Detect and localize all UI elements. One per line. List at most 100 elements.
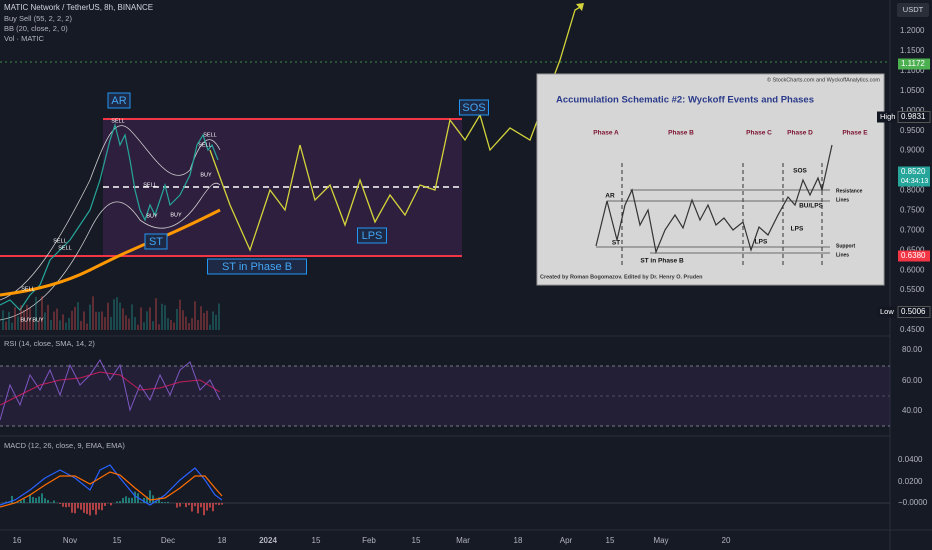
histogram-bar	[95, 503, 97, 515]
price-label: 0.6500	[900, 245, 925, 254]
volume-bar	[125, 315, 127, 330]
volume-bar	[23, 310, 25, 330]
volume-bar	[149, 307, 151, 330]
volume-bar	[182, 310, 184, 330]
rsi-axis-label: 80.00	[902, 345, 923, 354]
time-label: 18	[514, 536, 523, 545]
volume-bar	[164, 305, 166, 330]
signal-label: SELL	[143, 182, 156, 188]
volume-bar	[110, 316, 112, 330]
annotation: SOS	[462, 102, 485, 114]
price-label: 0.7500	[900, 205, 925, 214]
annotation: LPS	[362, 230, 383, 242]
rsi-line	[0, 359, 221, 421]
rsi-sma	[0, 371, 221, 406]
annotation: ST	[149, 236, 163, 248]
histogram-bar	[74, 503, 76, 514]
histogram-bar	[149, 490, 151, 503]
volume-bar	[17, 316, 19, 330]
volume-bar	[140, 307, 142, 330]
signal-label: SELL	[198, 142, 211, 148]
phase-label: Phase D	[787, 130, 813, 137]
volume-bar	[143, 322, 145, 330]
inset-copyright: © StockCharts.com and WyckoffAnalytics.c…	[767, 76, 880, 83]
histogram-bar	[128, 497, 130, 503]
histogram-bar	[80, 503, 82, 510]
histogram-bar	[17, 502, 19, 503]
price-label: 1.0500	[900, 86, 925, 95]
volume-bar	[122, 308, 124, 330]
volume-bar	[176, 308, 178, 330]
volume-bar	[185, 316, 187, 330]
indicator-label: Vol · MATIC	[4, 34, 44, 43]
volume-bar	[53, 311, 55, 330]
volume-bar	[218, 303, 220, 330]
volume-bar	[167, 318, 169, 330]
annotation-box	[144, 233, 168, 250]
arrow-head	[576, 3, 584, 11]
signal-label: BUY	[200, 172, 212, 178]
volume-bar	[113, 299, 115, 330]
moving-average	[0, 208, 221, 297]
price-badge-text: 0.9831	[901, 112, 926, 121]
price-badge-text: 0.8520	[901, 167, 926, 176]
histogram-bar	[161, 501, 163, 503]
price-label: 1.1500	[900, 46, 925, 55]
indicator-label: BB (20, close, 2, 0)	[4, 24, 68, 33]
histogram-bar	[71, 503, 73, 513]
histogram-bar	[47, 500, 49, 503]
volume	[2, 296, 220, 330]
volume-bar	[41, 296, 43, 330]
volume-bar	[215, 314, 217, 330]
histogram-bar	[68, 503, 70, 507]
price-label: 0.4500	[900, 325, 925, 334]
signal-line	[0, 471, 223, 508]
volume-bar	[131, 304, 133, 330]
time-label: 15	[113, 536, 122, 545]
schematic-label: LPS	[755, 239, 768, 246]
annotation-box	[107, 92, 131, 109]
volume-bar	[74, 306, 76, 330]
histogram-bar	[140, 502, 142, 503]
badge-tag	[877, 111, 897, 123]
time-label: May	[653, 536, 668, 545]
volume-bar	[101, 311, 103, 330]
histogram-bar	[44, 498, 46, 503]
bb-upper	[0, 125, 221, 301]
annotation-box	[357, 227, 387, 244]
histogram-bar	[146, 496, 148, 503]
histogram-bar	[53, 500, 55, 503]
price-badge	[898, 58, 930, 70]
phase-label: Phase E	[842, 130, 868, 137]
volume-bar	[89, 304, 91, 330]
volume-bar	[2, 310, 4, 330]
histogram-bar	[125, 496, 127, 503]
annotation: AR	[111, 95, 126, 107]
time-label: 15	[312, 536, 321, 545]
histogram-bar	[59, 503, 61, 504]
volume-bar	[116, 297, 118, 330]
rsi-axis-label: 60.00	[902, 376, 923, 385]
price-label: 1.0000	[900, 106, 925, 115]
volume-bar	[50, 319, 52, 330]
volume-bar	[38, 321, 40, 330]
histogram-bar	[41, 493, 43, 503]
volume-bar	[212, 311, 214, 330]
volume-bar	[173, 322, 175, 330]
signal-label: BUY	[32, 317, 44, 323]
histogram-bar	[29, 494, 31, 503]
price-badge-text: 0.5006	[901, 307, 926, 316]
volume-bar	[80, 320, 82, 330]
volume-bar	[32, 319, 34, 330]
histogram-bar	[212, 503, 214, 512]
histogram-bar	[101, 503, 103, 511]
inset-panel	[536, 73, 885, 286]
phase-label: Phase A	[593, 130, 619, 137]
histogram-bar	[122, 498, 124, 503]
time-label: Feb	[362, 536, 376, 545]
volume-bar	[107, 302, 109, 330]
signal-label: BUY	[20, 317, 32, 323]
volume-bar	[20, 305, 22, 330]
volume-bar	[134, 316, 136, 330]
volume-bar	[197, 320, 199, 330]
